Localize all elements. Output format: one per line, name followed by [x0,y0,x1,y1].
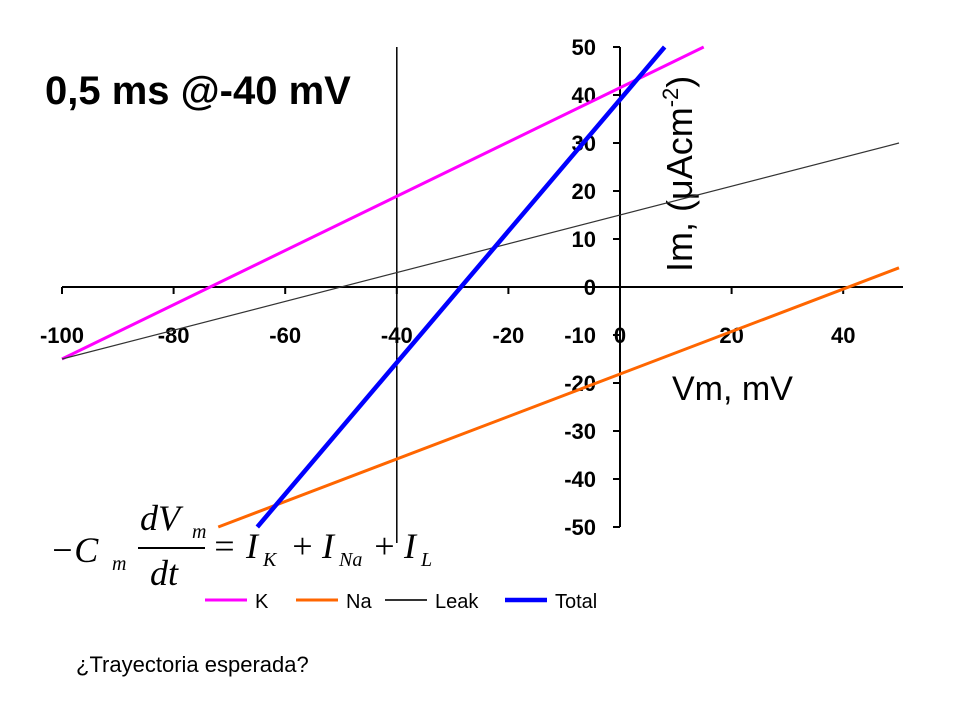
series-line [61,142,900,360]
equation-part: + [290,526,314,566]
y-tick-label: -10 [564,323,596,348]
series-line [217,266,900,529]
legend-label: Total [555,591,597,613]
series-line [255,45,667,529]
equation-part: I [403,526,418,566]
y-label-end: ) [659,76,700,88]
legend-label: Leak [435,591,479,613]
y-tick-label: 0 [584,275,596,300]
equation-part: I [321,526,336,566]
y-label-main: Im, (μAcm [659,107,700,272]
y-tick-label: -30 [564,419,596,444]
x-tick-label: -100 [40,323,84,348]
equation-part: I [245,526,260,566]
equation-part: L [420,549,432,571]
x-tick-label: 40 [831,323,855,348]
equation-part: m [192,521,206,543]
equation-part: dt [150,553,179,593]
x-axis-label: Vm, mV [672,370,793,408]
y-tick-label: 50 [572,35,596,60]
series-line [61,45,705,361]
equation-part: Na [338,549,362,571]
equation-part: m [112,553,126,575]
x-tick-label: -60 [269,323,301,348]
footer-question: ¿Trayectoria esperada? [76,652,309,677]
equation-part: K [262,549,278,571]
y-tick-label: -50 [564,515,596,540]
x-tick-label: -20 [493,323,525,348]
legend-label: K [255,591,269,613]
y-tick-label: 20 [572,179,596,204]
y-axis-label: Im, (μAcm-2) [658,76,700,272]
legend-label: Na [346,591,372,613]
equation-part: dV [140,498,184,538]
equation-part: + [372,526,396,566]
y-tick-label: 10 [572,227,596,252]
equation-part: = [212,526,236,566]
y-tick-label: -40 [564,467,596,492]
equation-part: −C [50,530,99,570]
chart-title: 0,5 ms @-40 mV [45,69,351,113]
y-label-sup: -2 [658,88,683,108]
